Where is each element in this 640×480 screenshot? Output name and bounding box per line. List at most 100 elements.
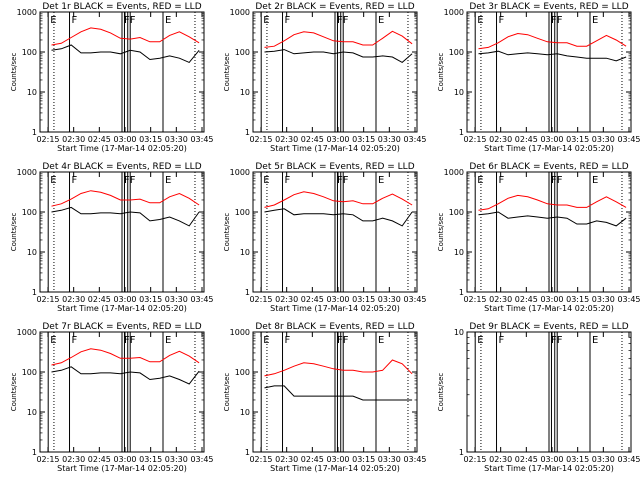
y-tick-label: 1	[245, 288, 250, 297]
y-tick-label: 1000	[17, 8, 37, 17]
series-line-events	[264, 385, 413, 401]
x-tick-label: 03:45	[190, 455, 213, 464]
x-tick-label: 03:00	[540, 135, 563, 144]
panel-det-7: Det 7r BLACK = Events, RED = LLD Counts/s…	[10, 322, 214, 473]
y-axis-label: Counts/sec	[437, 53, 445, 92]
x-tick-label: 02:30	[489, 295, 512, 304]
plot-frame	[466, 171, 632, 293]
panel-title: Det 3r BLACK = Events, RED = LLD	[469, 2, 628, 12]
panel-det-2: Det 2r BLACK = Events, RED = LLD Counts/s…	[223, 2, 427, 153]
x-tick-label: 03:30	[378, 455, 401, 464]
y-tick-label: 1000	[17, 328, 37, 337]
x-tick-label: 03:45	[617, 135, 640, 144]
x-tick-label: 03:45	[403, 135, 426, 144]
x-tick-label: 03:15	[139, 295, 162, 304]
marker-label: E	[50, 335, 56, 346]
x-tick-label: 02:30	[489, 135, 512, 144]
marker-label: F	[285, 175, 291, 186]
x-tick-label: 02:45	[301, 135, 324, 144]
x-tick-label: 02:15	[249, 455, 272, 464]
panel-title: Det 1r BLACK = Events, RED = LLD	[42, 2, 201, 12]
marker-label: F	[337, 175, 343, 186]
marker-label: E	[50, 15, 56, 26]
panel-title: Det 9r BLACK = Events, RED = LLD	[469, 322, 628, 332]
x-tick-label: 02:15	[463, 295, 486, 304]
y-tick-label: 1000	[230, 8, 250, 17]
marker-label: E	[50, 175, 56, 186]
marker-label: E	[378, 335, 384, 346]
marker-label: E	[477, 175, 483, 186]
series-line-events	[51, 206, 200, 227]
x-axis-label: Start Time (17-Mar-14 02:05:20)	[270, 464, 400, 473]
x-tick-label: 03:15	[566, 135, 589, 144]
x-tick-label: 03:45	[617, 295, 640, 304]
y-tick-label: 1	[459, 288, 464, 297]
y-tick-label: 1000	[444, 8, 464, 17]
marker-label: F	[343, 175, 349, 186]
y-axis-label: Counts/sec	[223, 373, 231, 412]
y-tick-label: 10	[454, 328, 464, 337]
x-tick-label: 03:45	[617, 455, 640, 464]
x-tick-label: 02:30	[275, 295, 298, 304]
marker-label: F	[557, 15, 563, 26]
y-tick-label: 1000	[230, 328, 250, 337]
x-tick-label: 03:00	[326, 295, 349, 304]
x-tick-label: 02:15	[36, 135, 59, 144]
marker-label: E	[165, 335, 171, 346]
series-line-lld	[51, 27, 200, 46]
plot-frame	[39, 11, 205, 133]
panel-det-5: Det 5r BLACK = Events, RED = LLD Counts/s…	[223, 162, 427, 313]
panel-det-8: Det 8r BLACK = Events, RED = LLD Counts/s…	[223, 322, 427, 473]
x-tick-label: 03:15	[139, 135, 162, 144]
x-tick-label: 03:45	[190, 295, 213, 304]
marker-label: E	[592, 15, 598, 26]
marker-label: E	[165, 175, 171, 186]
x-axis-label: Start Time (17-Mar-14 02:05:20)	[57, 144, 187, 153]
marker-label: F	[130, 15, 136, 26]
marker-label: E	[263, 175, 269, 186]
marker-label: E	[477, 335, 483, 346]
x-tick-label: 02:45	[88, 135, 111, 144]
marker-label: F	[72, 335, 78, 346]
marker-label: E	[592, 175, 598, 186]
series-line-events	[478, 211, 627, 227]
x-tick-label: 02:45	[515, 295, 538, 304]
x-tick-label: 02:15	[463, 455, 486, 464]
marker-label: F	[124, 335, 130, 346]
series-line-lld	[478, 194, 627, 211]
marker-label: F	[499, 175, 505, 186]
marker-label: F	[124, 175, 130, 186]
marker-label: F	[557, 175, 563, 186]
panel-title: Det 7r BLACK = Events, RED = LLD	[42, 322, 201, 332]
marker-label: F	[72, 175, 78, 186]
y-axis-label: Counts/sec	[437, 213, 445, 252]
y-axis-label: Counts/sec	[223, 213, 231, 252]
plot-frame	[252, 171, 418, 293]
marker-label: F	[337, 335, 343, 346]
marker-label: F	[499, 15, 505, 26]
x-tick-label: 02:15	[36, 295, 59, 304]
x-tick-label: 03:45	[190, 135, 213, 144]
y-tick-label: 10	[27, 408, 37, 417]
x-tick-label: 03:30	[592, 455, 615, 464]
marker-label: F	[285, 15, 291, 26]
panel-det-4: Det 4r BLACK = Events, RED = LLD Counts/s…	[10, 162, 214, 313]
y-tick-label: 1000	[444, 168, 464, 177]
y-tick-label: 1000	[230, 168, 250, 177]
marker-label: F	[130, 335, 136, 346]
x-tick-label: 03:45	[403, 295, 426, 304]
x-tick-label: 03:00	[540, 455, 563, 464]
series-line-events	[51, 44, 200, 64]
y-axis-label: Counts/sec	[10, 53, 18, 92]
x-tick-label: 02:45	[301, 455, 324, 464]
marker-label: F	[557, 335, 563, 346]
panel-title: Det 2r BLACK = Events, RED = LLD	[255, 2, 414, 12]
series-line-events	[51, 366, 200, 385]
y-tick-label: 10	[27, 248, 37, 257]
x-tick-label: 03:30	[165, 455, 188, 464]
x-tick-label: 03:00	[326, 455, 349, 464]
y-tick-label: 100	[22, 368, 37, 377]
marker-label: F	[343, 15, 349, 26]
marker-label: F	[124, 15, 130, 26]
